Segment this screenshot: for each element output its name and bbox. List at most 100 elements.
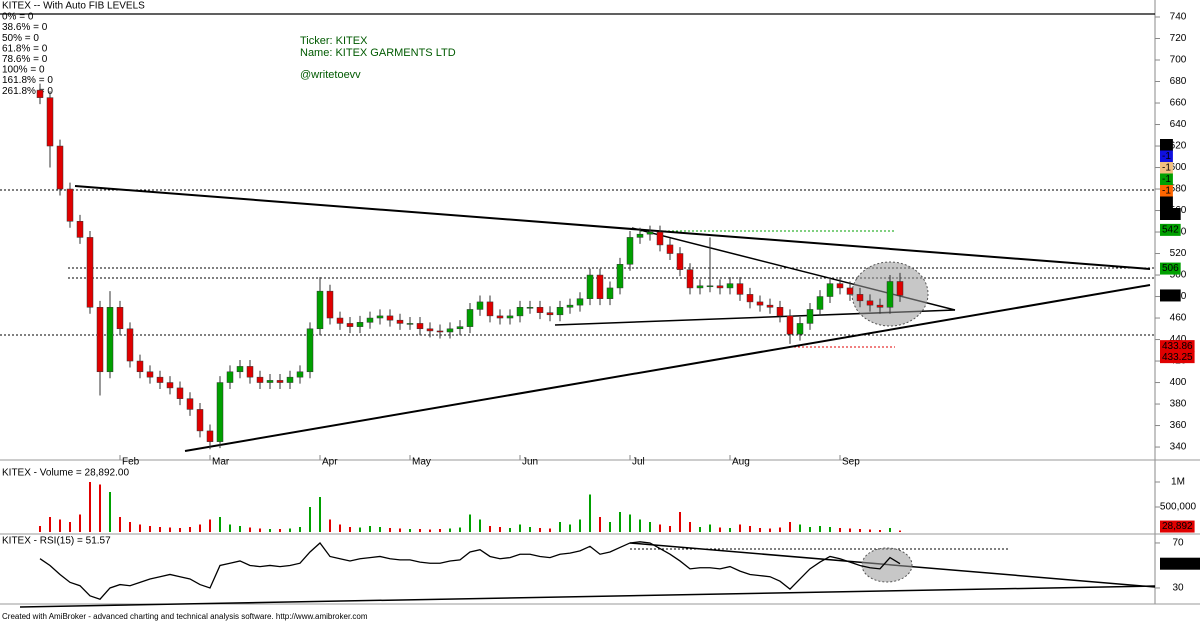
- x-tick-label: Mar: [212, 457, 230, 468]
- candle-body: [326, 290, 334, 319]
- volume-bar: [899, 530, 901, 532]
- volume-bar: [209, 519, 211, 532]
- volume-bar: [549, 528, 551, 532]
- volume-bar: [719, 527, 721, 532]
- stack-badge: -1: [1162, 151, 1171, 162]
- candle-body: [486, 301, 494, 317]
- fib-legend: 100% = 0: [2, 65, 45, 76]
- volume-bar: [739, 524, 741, 532]
- candle-body: [856, 294, 864, 302]
- volume-bar: [669, 526, 671, 532]
- x-tick-label: Jul: [632, 457, 645, 468]
- volume-bar: [159, 527, 161, 532]
- candle-body: [316, 290, 324, 330]
- volume-bar: [769, 528, 771, 532]
- volume-bar: [109, 492, 111, 532]
- y-tick-label: 500: [1170, 270, 1187, 281]
- candle-body: [66, 188, 74, 222]
- candle-body: [206, 430, 214, 442]
- volume-bar: [659, 524, 661, 532]
- volume-bar: [179, 528, 181, 532]
- volume-bar: [249, 527, 251, 532]
- stack-badge-bg: [1160, 185, 1173, 197]
- level-badge-bg: [1160, 223, 1181, 236]
- candle-body: [636, 233, 644, 238]
- candle-body: [466, 309, 474, 327]
- volume-bar: [569, 524, 571, 532]
- volume-bar: [69, 522, 71, 532]
- candle-body: [196, 409, 204, 432]
- y-tick-label: 720: [1170, 33, 1187, 44]
- candle-body: [866, 300, 874, 306]
- y-tick-label: 520: [1170, 248, 1187, 259]
- volume-bar: [579, 519, 581, 532]
- volume-bar: [819, 526, 821, 532]
- stack-badge: -1: [1162, 186, 1171, 197]
- candle-body: [576, 298, 584, 306]
- last-badge: 51.5701: [1162, 558, 1199, 569]
- y-tick-label: 400: [1170, 377, 1187, 388]
- candle-body: [166, 382, 174, 389]
- volume-bar: [609, 522, 611, 532]
- volume-bar: [139, 524, 141, 532]
- candle-body: [666, 244, 674, 254]
- candle-body: [56, 145, 64, 190]
- candle-body: [416, 323, 424, 330]
- y-tick-label: 1M: [1171, 477, 1185, 488]
- footer: Created with AmiBroker - advanced charti…: [2, 612, 368, 621]
- candle-body: [516, 307, 524, 317]
- volume-bar: [379, 527, 381, 532]
- level-badge: 506: [1162, 263, 1179, 274]
- candle-body: [306, 328, 314, 373]
- candle-body: [436, 330, 444, 333]
- volume-bar: [49, 517, 51, 532]
- volume-bar: [309, 507, 311, 532]
- volume-bar: [369, 526, 371, 532]
- candle-body: [716, 285, 724, 289]
- stack-badge: -1: [1162, 174, 1171, 185]
- fib-legend: 78.6% = 0: [2, 54, 48, 65]
- candle-body: [846, 287, 854, 295]
- stack-badge: -1: [1162, 140, 1171, 151]
- candle-body: [426, 328, 434, 332]
- candle-body: [256, 376, 264, 383]
- volume-bar: [499, 527, 501, 532]
- annotation: Ticker: KITEX: [300, 35, 368, 47]
- level-badge: 433.25: [1162, 352, 1193, 363]
- candle-body: [656, 231, 664, 246]
- volume-bar: [729, 528, 731, 532]
- candle-body: [246, 366, 254, 378]
- fib-legend: 50% = 0: [2, 33, 39, 44]
- candle-body: [566, 304, 574, 308]
- stack-badge-bg: [1160, 208, 1181, 220]
- level-badge: 542: [1162, 225, 1179, 236]
- stack-badge-bg: [1160, 196, 1173, 209]
- volume-bar: [39, 526, 41, 532]
- candle-body: [96, 307, 104, 373]
- stack-badge: -1: [1162, 197, 1171, 208]
- candle-body: [76, 221, 84, 238]
- candle-body: [746, 294, 754, 303]
- y-tick-label: 440: [1170, 334, 1187, 345]
- volume-bar: [439, 529, 441, 532]
- volume-bar: [239, 526, 241, 532]
- stack-badge-bg: [1160, 173, 1173, 186]
- volume-bar: [219, 517, 221, 532]
- candle-body: [376, 315, 384, 319]
- x-tick-label: Sep: [842, 457, 860, 468]
- volume-bar: [279, 529, 281, 532]
- chart-title: KITEX -- With Auto FIB LEVELS: [2, 1, 145, 12]
- volume-bar: [589, 494, 591, 532]
- fib-legend: 0% = 0: [2, 12, 34, 23]
- annotation: Name: KITEX GARMENTS LTD: [300, 47, 456, 59]
- candle-body: [696, 285, 704, 289]
- candle-body: [496, 315, 504, 319]
- candle-body: [346, 323, 354, 327]
- volume-bar: [229, 524, 231, 532]
- candle-body: [706, 285, 714, 288]
- candle-body: [876, 304, 884, 308]
- candle-body: [176, 387, 184, 399]
- volume-bar: [679, 512, 681, 532]
- volume-bar: [689, 522, 691, 532]
- level-badge: 433.86: [1162, 341, 1193, 352]
